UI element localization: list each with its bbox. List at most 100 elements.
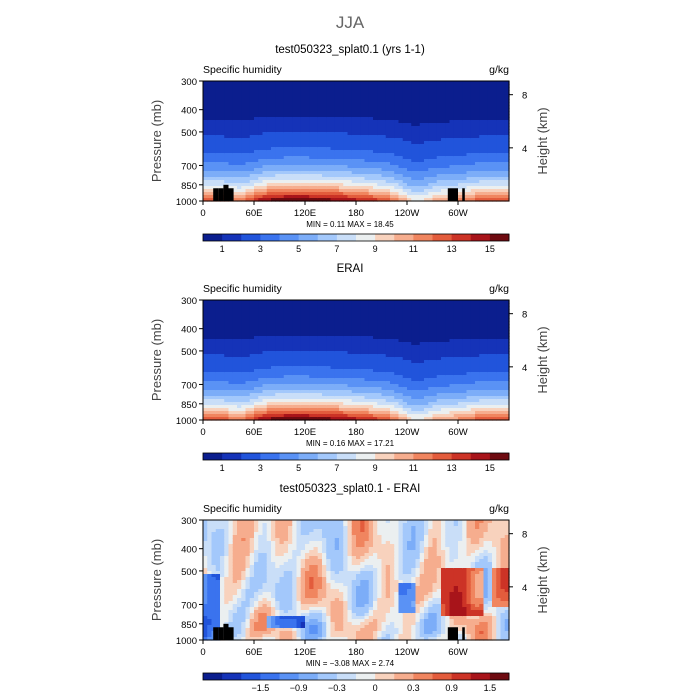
field-cell <box>317 192 323 196</box>
field-cell <box>364 114 370 118</box>
field-cell <box>224 360 230 364</box>
field-cell <box>470 84 476 88</box>
field-cell <box>322 399 327 403</box>
field-cell <box>487 102 493 106</box>
field-cell <box>326 408 332 412</box>
field-cell <box>492 84 497 88</box>
colorbar-swatch <box>489 234 510 241</box>
field-cell <box>428 192 434 196</box>
field-cell <box>411 162 417 166</box>
field-cell <box>292 360 298 364</box>
field-cell <box>309 138 315 142</box>
field-cell <box>326 135 332 139</box>
field-cell <box>381 354 387 358</box>
field-cell <box>224 159 230 163</box>
field-cell <box>249 183 255 187</box>
field-cell <box>390 372 395 376</box>
field-cell <box>296 318 302 322</box>
field-cell <box>262 150 268 154</box>
field-cell <box>411 99 417 103</box>
field-cell <box>347 411 353 415</box>
field-cell <box>266 396 272 400</box>
field-cell <box>305 102 310 106</box>
field-cell <box>228 168 234 172</box>
field-cell <box>317 330 323 334</box>
field-cell <box>275 87 281 91</box>
field-cell <box>237 87 242 91</box>
field-cell <box>266 309 272 313</box>
field-cell <box>351 129 357 133</box>
field-cell <box>419 123 425 127</box>
field-cell <box>326 339 332 343</box>
field-cell <box>271 348 276 352</box>
field-cell <box>296 408 302 412</box>
field-cell <box>407 171 412 175</box>
field-cell <box>347 318 353 322</box>
field-cell <box>398 147 404 151</box>
field-cell <box>385 378 391 382</box>
field-cell <box>313 354 319 358</box>
field-cell <box>368 102 374 106</box>
field-cell <box>500 147 506 151</box>
field-cell <box>394 351 400 355</box>
field-cell <box>232 135 238 139</box>
field-cell <box>275 345 281 349</box>
field-cell <box>207 144 213 148</box>
field-cell <box>479 93 485 97</box>
field-cell <box>394 147 400 151</box>
field-cell <box>300 384 306 388</box>
field-cell <box>228 99 234 103</box>
field-cell <box>462 141 468 145</box>
field-cell <box>288 138 293 142</box>
field-cell <box>296 141 302 145</box>
field-cell <box>283 192 289 196</box>
field-cell <box>258 102 264 106</box>
field-cell <box>368 192 374 196</box>
field-cell <box>462 81 468 85</box>
field-cell <box>288 381 293 385</box>
field-cell <box>275 180 281 184</box>
field-cell <box>377 177 383 181</box>
field-cell <box>496 189 502 193</box>
field-cell <box>462 153 468 157</box>
field-cell <box>398 132 404 136</box>
colorbar-swatch <box>375 234 395 241</box>
field-cell <box>470 87 476 91</box>
field-cell <box>313 366 319 370</box>
field-cell <box>258 168 264 172</box>
field-cell <box>249 366 255 370</box>
field-cell <box>390 324 395 328</box>
field-cell <box>373 153 378 157</box>
field-cell <box>211 411 217 415</box>
field-cell <box>241 126 247 130</box>
field-cell <box>309 195 315 199</box>
field-cell <box>211 393 217 397</box>
field-cell <box>322 390 327 394</box>
field-cell <box>211 168 217 172</box>
field-cell <box>309 369 315 373</box>
field-cell <box>364 195 370 199</box>
field-cell <box>258 393 264 397</box>
field-cell <box>296 381 302 385</box>
field-cell <box>377 324 383 328</box>
field-cell <box>254 102 259 106</box>
field-cell <box>432 159 438 163</box>
field-cell <box>373 141 378 145</box>
field-cell <box>381 120 387 124</box>
field-cell <box>266 132 272 136</box>
field-cell <box>428 129 434 133</box>
field-cell <box>330 138 336 142</box>
field-cell <box>339 378 344 382</box>
field-cell <box>288 351 293 355</box>
field-cell <box>475 117 480 121</box>
field-cell <box>415 408 421 412</box>
field-cell <box>445 135 451 139</box>
field-cell <box>288 165 293 169</box>
field-cell <box>254 411 259 415</box>
field-cell <box>390 360 395 364</box>
field-cell <box>368 177 374 181</box>
field-cell <box>339 312 344 316</box>
field-cell <box>402 147 408 151</box>
field-cell <box>283 171 289 175</box>
field-cell <box>215 378 221 382</box>
